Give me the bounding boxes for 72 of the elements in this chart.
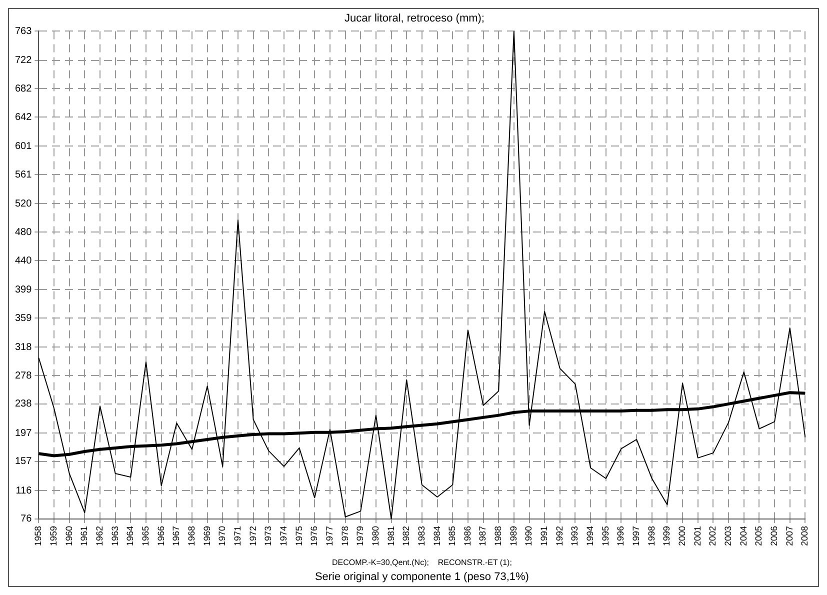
y-tick-label: 722 — [14, 55, 32, 66]
y-tick-label: 76 — [20, 514, 32, 525]
x-tick-label: 1986 — [462, 526, 472, 546]
x-tick-label: 1991 — [539, 526, 550, 546]
x-tick-label: 1965 — [140, 526, 150, 546]
x-tick-label: 1997 — [631, 526, 642, 546]
y-tick-label: 480 — [14, 226, 32, 238]
x-tick-label: 1970 — [217, 526, 228, 546]
x-tick-label: 1990 — [524, 526, 534, 546]
y-tick-label: 520 — [14, 198, 32, 210]
x-tick-label: 2003 — [723, 526, 734, 546]
y-tick-label: 440 — [14, 255, 32, 266]
x-tick-label: 1977 — [324, 526, 334, 546]
x-tick-label: 1968 — [186, 526, 196, 546]
x-tick-label: 2002 — [708, 526, 718, 546]
x-tick-label: 2000 — [677, 526, 688, 546]
x-tick-label: 1988 — [493, 526, 504, 546]
x-tick-label: 1985 — [447, 526, 458, 546]
y-tick-label: 197 — [14, 428, 32, 439]
x-tick-label: 1959 — [48, 526, 58, 546]
x-tick-label: 1961 — [79, 526, 90, 546]
x-tick-label: 1958 — [33, 526, 44, 546]
x-tick-label: 2006 — [769, 526, 780, 546]
y-tick-label: 561 — [14, 169, 32, 180]
x-tick-label: 1963 — [110, 526, 120, 546]
x-tick-label: 1978 — [340, 526, 350, 546]
y-tick-label: 601 — [14, 140, 32, 152]
y-tick-label: 399 — [14, 284, 32, 296]
chart-title: Jucar litoral, retroceso (mm); — [344, 12, 484, 25]
x-tick-label: 1998 — [646, 526, 656, 546]
x-tick-label: 1995 — [600, 526, 610, 546]
x-tick-label: 1974 — [278, 526, 288, 546]
y-tick-label: 763 — [14, 26, 32, 37]
y-tick-label: 682 — [14, 83, 32, 94]
y-tick-label: 238 — [14, 398, 32, 410]
x-tick-label: 1979 — [355, 526, 366, 546]
x-tick-label: 1971 — [232, 526, 242, 546]
x-tick-label: 2008 — [800, 526, 810, 546]
x-tick-label: 1999 — [662, 526, 672, 546]
x-tick-label: 1964 — [125, 526, 136, 546]
x-tick-label: 2005 — [754, 526, 764, 546]
x-tick-label: 1975 — [294, 526, 304, 546]
y-tick-label: 278 — [14, 370, 32, 382]
text: DECOMP.-K=30,Qent.(Nc); RECONSTR.-ET (1); — [332, 558, 512, 567]
x-tick-label: 1973 — [263, 526, 274, 546]
x-tick-label: 1966 — [156, 526, 166, 546]
x-tick-label: 1980 — [370, 526, 380, 546]
y-tick-label: 642 — [14, 112, 32, 123]
x-tick-label: 1983 — [416, 526, 426, 546]
x-tick-label: 1989 — [508, 526, 518, 546]
x-tick-label: 2007 — [784, 526, 794, 546]
x-tick-label: 1984 — [432, 526, 442, 546]
x-tick-label: 2001 — [692, 526, 702, 546]
x-tick-label: 1976 — [309, 526, 320, 546]
x-tick-label: 1994 — [585, 526, 596, 546]
y-tick-label: 318 — [14, 342, 32, 353]
x-tick-label: 1972 — [248, 526, 258, 546]
x-tick-label: 1962 — [94, 526, 104, 546]
x-tick-label: 1992 — [554, 526, 564, 546]
x-tick-label: 1960 — [64, 526, 74, 546]
x-tick-label: 2004 — [738, 526, 748, 546]
x-tick-label: 1969 — [202, 526, 212, 546]
x-tick-label: 1967 — [171, 526, 182, 546]
x-tick-label: 1996 — [616, 526, 626, 546]
x-tick-label: 1982 — [401, 526, 412, 546]
y-tick-label: 157 — [14, 456, 32, 468]
y-tick-label: 116 — [16, 485, 32, 496]
x-tick-label: 1981 — [386, 526, 396, 546]
text: Serie original y componente 1 (peso 73,1%) — [314, 571, 529, 583]
x-tick-label: 1987 — [478, 526, 488, 546]
y-tick-label: 359 — [14, 312, 32, 324]
x-tick-label: 1993 — [570, 526, 580, 546]
